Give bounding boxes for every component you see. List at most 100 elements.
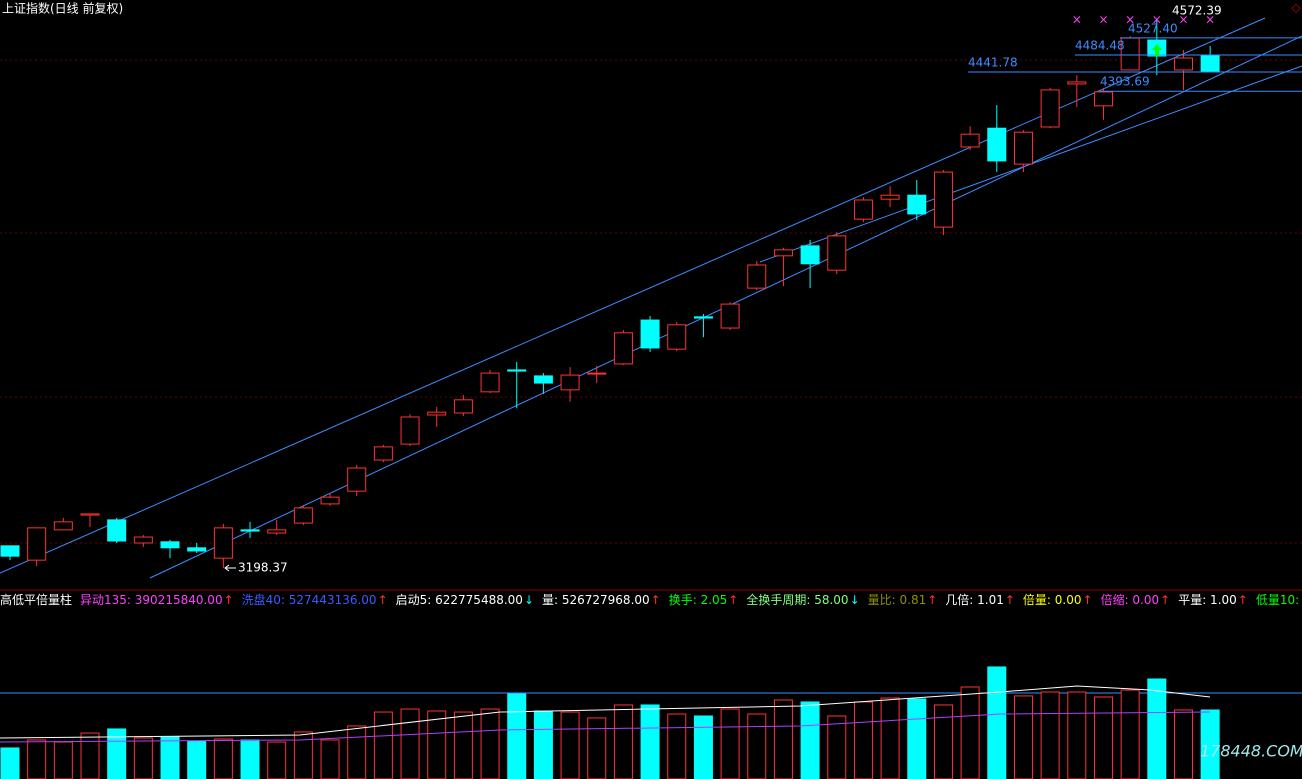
candle-body [613, 332, 633, 365]
volume-bar [240, 739, 260, 779]
indicator-arrow: ↑ [378, 593, 388, 607]
price-label: 4393.69 [1100, 75, 1150, 89]
indicator-value: 几倍: 1.01 [945, 592, 1004, 607]
volume-bar [187, 740, 207, 779]
marker: × [1098, 13, 1108, 27]
volume-bar [853, 701, 873, 779]
candle-body [373, 446, 393, 461]
watermark: 178448.COM [1200, 742, 1302, 761]
candle-body [213, 527, 233, 559]
indicator-value: 洗盘40: 527443136.00 [242, 592, 377, 607]
candle-body [187, 547, 207, 552]
volume-bar [0, 747, 20, 779]
candle-body [560, 374, 580, 391]
candle-body [1067, 81, 1087, 85]
volume-bar [453, 711, 473, 779]
candle-body [720, 303, 740, 329]
indicator-arrow: ↑ [651, 593, 661, 607]
volume-bar [320, 739, 340, 779]
volume-bar [987, 666, 1007, 779]
candle-body [320, 496, 340, 505]
volume-bar [27, 739, 47, 779]
volume-bar [747, 713, 767, 779]
price-label: 4572.39 [1172, 3, 1222, 17]
volume-bar [693, 715, 713, 779]
candle-body [80, 513, 100, 516]
price-label: 4441.78 [968, 56, 1018, 70]
indicator-value: 平量: 1.00 [1178, 593, 1237, 607]
volume-bar [667, 713, 687, 779]
volume-bar [880, 697, 900, 779]
volume-bar [720, 708, 740, 779]
indicator-arrow: ↑ [728, 593, 738, 607]
candle-body [400, 416, 420, 445]
indicator-value: 异动135: 390215840.00 [80, 593, 223, 607]
volume-bar [640, 704, 660, 779]
candle-body [1040, 89, 1060, 128]
volume-bar [613, 704, 633, 779]
volume-bar [347, 725, 367, 779]
volume-bar [1120, 689, 1140, 779]
indicator-row: 高低平倍量柱 异动135: 390215840.00↑ 洗盘40: 52744313… [0, 592, 1302, 607]
candle-body [640, 319, 660, 349]
candle-body [53, 521, 73, 531]
volume-bar [1067, 691, 1087, 779]
candle-body [453, 399, 473, 414]
candle-body [907, 194, 927, 215]
candle-body [960, 133, 980, 148]
volume-bar [1200, 709, 1220, 779]
volume-bar [1040, 691, 1060, 779]
candle-body [0, 545, 20, 557]
indicator-value: 全换手周期: 58.00 [746, 592, 848, 607]
volume-bar [560, 711, 580, 779]
volume-bar [773, 699, 793, 779]
indicator-arrow: ↑ [1160, 593, 1170, 607]
candle-body [1013, 131, 1033, 165]
candle-body [800, 245, 820, 265]
indicator-value: 倍缩: 0.00 [1101, 592, 1160, 607]
volume-bar [427, 710, 447, 779]
price-label: 4527.40 [1128, 21, 1178, 35]
indicator-value: 量: 526727968.00 [542, 593, 650, 607]
candles [0, 19, 1220, 568]
indicator-arrow: ↑ [927, 593, 937, 607]
candle-body [1200, 55, 1220, 73]
volume-bar [933, 704, 953, 779]
candle-body [267, 529, 287, 534]
marker: × [1125, 13, 1135, 27]
indicator-arrow: ↑ [224, 593, 234, 607]
candle-body [773, 249, 793, 257]
indicator-value: 换手: 2.05 [669, 593, 728, 607]
candle-body [587, 372, 607, 375]
candle-body [347, 467, 367, 492]
price-label: 4484.48 [1075, 39, 1125, 53]
candle-body [880, 194, 900, 200]
candle-body [667, 324, 687, 350]
marker: × [1072, 13, 1082, 27]
volume-bar [80, 732, 100, 779]
volume-bar [587, 717, 607, 779]
volume-bar [400, 708, 420, 779]
indicator-arrow: ↓ [850, 593, 860, 607]
candle-body [107, 519, 127, 542]
volume-bar [373, 711, 393, 779]
volume-bar [960, 686, 980, 779]
volume-bar [213, 738, 233, 779]
corner-icon[interactable]: ◇ [1291, 1, 1301, 15]
volume-bar [480, 708, 500, 779]
candle-body [827, 235, 847, 271]
price-label: 3198.37 [238, 560, 288, 574]
volume-bar [160, 736, 180, 779]
candle-body [693, 316, 713, 319]
volume-bar [907, 698, 927, 779]
marker: × [1178, 13, 1188, 27]
signal-arrow [1152, 44, 1162, 56]
candle-body [933, 171, 953, 228]
candle-body [240, 529, 260, 532]
volume-bar [507, 693, 527, 779]
volume-bar [1013, 695, 1033, 779]
candle-body [1173, 57, 1193, 71]
chart-title: 上证指数(日线 前复权) [2, 1, 123, 16]
